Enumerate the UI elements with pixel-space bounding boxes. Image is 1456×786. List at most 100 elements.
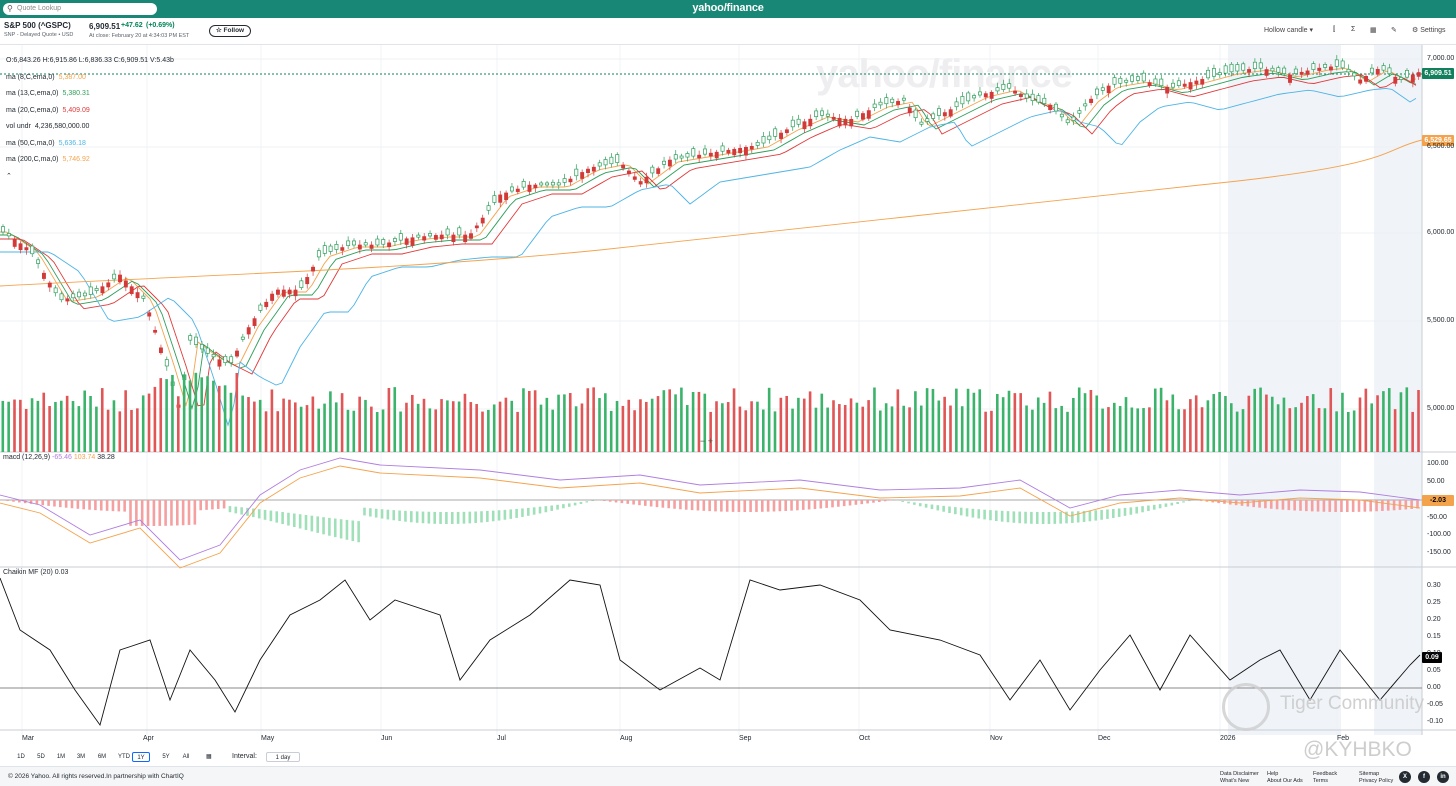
candle-body bbox=[1147, 82, 1152, 87]
candle-body bbox=[1334, 59, 1339, 67]
candle-body bbox=[1176, 80, 1181, 86]
compare-icon[interactable]: ⫿ bbox=[1333, 26, 1336, 33]
range-button-all[interactable]: All bbox=[182, 754, 190, 760]
volume-bar bbox=[721, 403, 724, 452]
range-button-6m[interactable]: 6M bbox=[97, 754, 107, 760]
x-icon[interactable]: X bbox=[1399, 771, 1411, 783]
volume-bar bbox=[270, 389, 274, 452]
top-bar: ⚲ Quote Lookup yahoo/finance bbox=[0, 0, 1456, 18]
range-button-1d[interactable]: 1D bbox=[17, 754, 25, 760]
volume-bar bbox=[48, 406, 51, 452]
follow-button[interactable]: ☆ Follow bbox=[209, 25, 251, 37]
volume-bar bbox=[539, 404, 543, 452]
volume-bar bbox=[411, 394, 414, 452]
macd-histogram-bar bbox=[1281, 500, 1285, 510]
range-button-1m[interactable]: 1M bbox=[56, 754, 66, 760]
volume-bar bbox=[604, 393, 607, 452]
macd-histogram-bar bbox=[1035, 511, 1039, 524]
linkedin-icon[interactable]: in bbox=[1437, 771, 1449, 783]
candle-body bbox=[1247, 69, 1251, 73]
footer-link-sitemap[interactable]: Sitemap bbox=[1359, 771, 1380, 777]
macd-histogram-bar bbox=[176, 500, 179, 526]
candle-body bbox=[539, 182, 544, 186]
volume-bar bbox=[528, 390, 531, 452]
candle-body bbox=[1340, 60, 1345, 69]
macd-histogram-bar bbox=[1351, 500, 1355, 512]
legend-row[interactable]: ma (20,C,ema,0) 5,409.09 bbox=[6, 106, 174, 123]
macd-histogram-bar bbox=[1047, 511, 1051, 524]
footer-link-whatsnew[interactable]: What's New bbox=[1220, 778, 1250, 784]
candle-body bbox=[1042, 97, 1047, 104]
yahoo-finance-logo[interactable]: yahoo/finance bbox=[692, 2, 764, 14]
range-button-3m[interactable]: 3M bbox=[76, 754, 86, 760]
candle-body bbox=[393, 238, 397, 242]
time-axis-label: Jul bbox=[497, 735, 506, 742]
candle-body bbox=[41, 272, 46, 279]
candle-body bbox=[685, 153, 690, 158]
footer-link-help[interactable]: Help bbox=[1267, 771, 1279, 777]
macd-histogram-bar bbox=[644, 500, 647, 506]
range-button-5d[interactable]: 5D bbox=[37, 754, 45, 760]
macd-histogram-bar bbox=[205, 500, 208, 510]
calendar-icon[interactable]: ▦ bbox=[1370, 27, 1377, 34]
search-input[interactable]: ⚲ Quote Lookup bbox=[3, 3, 157, 15]
candle-body bbox=[352, 240, 356, 246]
range-button-1y[interactable]: 1Y bbox=[132, 752, 150, 762]
volume-bar bbox=[662, 390, 666, 452]
candle-type-select[interactable]: Hollow candle ▾ bbox=[1264, 27, 1314, 34]
volume-bar bbox=[814, 407, 818, 452]
range-button-5y[interactable]: 5Y bbox=[162, 754, 170, 760]
volume-bar bbox=[1282, 397, 1286, 452]
facebook-icon[interactable]: f bbox=[1418, 771, 1430, 783]
macd-histogram-bar bbox=[1024, 511, 1027, 524]
candle-body bbox=[1, 226, 5, 233]
footer-link-feedback[interactable]: Feedback bbox=[1313, 771, 1338, 777]
volume-bar bbox=[1352, 410, 1356, 452]
draw-icon[interactable]: ✎ bbox=[1391, 27, 1397, 34]
legend-row[interactable]: vol undr 4,236,580,000.00 bbox=[6, 122, 174, 139]
interval-select[interactable]: 1 day bbox=[266, 752, 300, 762]
footer-link-ads[interactable]: About Our Ads bbox=[1267, 778, 1303, 784]
macd-histogram-bar bbox=[304, 514, 308, 530]
legend-row[interactable]: ma (8,C,ema,0) 5,387.00 bbox=[6, 73, 174, 90]
legend-row[interactable]: ma (200,C,ma,0) 5,746.92 bbox=[6, 155, 174, 172]
candle-body bbox=[375, 238, 380, 246]
volume-bar bbox=[510, 400, 514, 452]
macd-histogram-bar bbox=[1006, 511, 1010, 523]
candle-body bbox=[1346, 68, 1351, 73]
footer-link-terms[interactable]: Terms bbox=[1313, 778, 1328, 784]
macd-histogram-bar bbox=[503, 509, 507, 520]
volume-bar bbox=[1212, 394, 1216, 452]
chart-area[interactable]: − + bbox=[0, 45, 1456, 749]
volume-bar bbox=[463, 393, 467, 452]
volume-bar bbox=[422, 398, 426, 452]
macd-histogram-bar bbox=[333, 518, 337, 538]
candle-body bbox=[586, 168, 590, 173]
candle-body bbox=[779, 132, 784, 139]
volume-bar bbox=[1148, 407, 1151, 452]
macd-tick-label: 100.00 bbox=[1427, 460, 1449, 467]
footer-link-privacy[interactable]: Privacy Policy bbox=[1359, 778, 1394, 784]
date-range-icon[interactable]: ▦ bbox=[206, 754, 212, 760]
range-button-ytd[interactable]: YTD bbox=[118, 754, 130, 760]
macd-histogram-bar bbox=[76, 500, 80, 509]
volume-bar bbox=[668, 389, 671, 452]
volume-bar bbox=[212, 380, 215, 452]
volume-bar bbox=[311, 396, 315, 452]
footer-link-disclaimer[interactable]: Data Disclaimer bbox=[1220, 771, 1259, 777]
indicators-icon[interactable]: Σ bbox=[1351, 26, 1356, 33]
candle-body bbox=[334, 244, 339, 250]
candle-body bbox=[784, 129, 789, 134]
volume-bar bbox=[206, 376, 209, 452]
legend-row[interactable]: ma (50,C,ma,0) 5,636.18 bbox=[6, 139, 174, 156]
candle-body bbox=[714, 151, 719, 159]
collapse-legend-icon[interactable]: ⌃ bbox=[6, 172, 12, 180]
volume-bar bbox=[1124, 397, 1128, 452]
macd-histogram-bar bbox=[725, 500, 729, 512]
settings-button[interactable]: ⚙ Settings bbox=[1412, 27, 1446, 34]
candle-body bbox=[697, 154, 702, 159]
quote-time: At close: February 20 at 4:34:03 PM EST bbox=[89, 33, 190, 39]
legend-row[interactable]: ma (13,C,ema,0) 5,380.31 bbox=[6, 89, 174, 106]
macd-histogram-bar bbox=[222, 500, 226, 509]
macd-tick-label: -100.00 bbox=[1427, 531, 1451, 538]
